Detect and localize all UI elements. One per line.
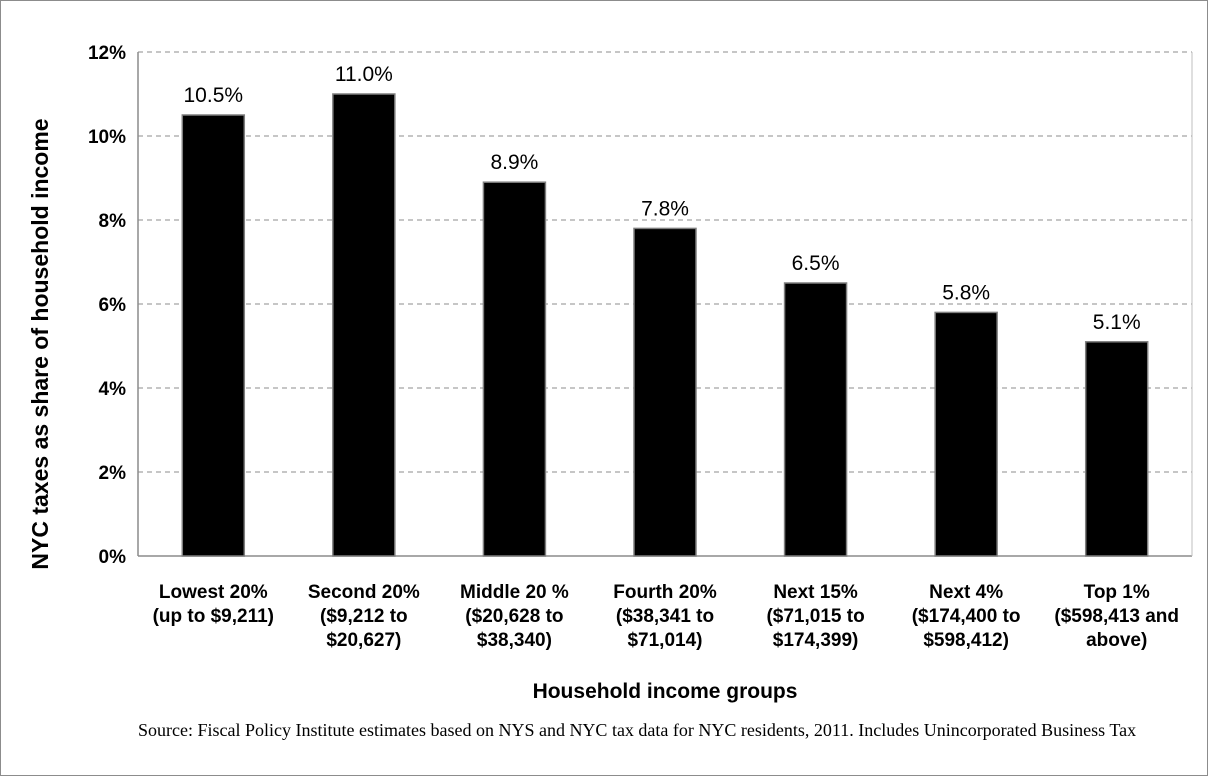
y-tick-label: 10% — [88, 127, 126, 148]
y-tick-label: 12% — [88, 43, 126, 64]
data-label: 10.5% — [184, 84, 244, 107]
bar — [934, 311, 998, 557]
x-tick-label: Next 4% ($174,400 to $598,412) — [912, 582, 1021, 651]
x-tick-label: Lowest 20% (up to $9,211) — [153, 582, 274, 627]
data-label: 5.8% — [942, 281, 990, 304]
data-label: 6.5% — [792, 252, 840, 275]
bar — [181, 114, 246, 557]
x-tick-label: Top 1% ($598,413 and above) — [1054, 582, 1179, 651]
x-tick-label: Middle 20 % ($20,628 to $38,340) — [460, 582, 569, 651]
y-tick-label: 2% — [99, 463, 127, 484]
y-tick-label: 8% — [99, 211, 127, 232]
bar — [482, 181, 547, 557]
bar-chart: 0% 2% 4% 6% 8% 10% 12% 10.5% Lowest 20% (up to $9… — [27, 43, 1193, 703]
x-tick-label: Fourth 20% ($38,341 to $71,014) — [613, 582, 717, 651]
data-label: 7.8% — [641, 197, 689, 220]
y-tick-label: 0% — [99, 547, 127, 568]
x-tick-label: Next 15% ($71,015 to $174,399) — [766, 582, 864, 651]
y-tick-label: 4% — [99, 379, 127, 400]
bar — [332, 93, 396, 557]
data-label: 5.1% — [1093, 311, 1141, 334]
source-note: Source: Fiscal Policy Institute estimate… — [138, 720, 1137, 740]
y-axis-title: NYC taxes as share of household income — [27, 118, 53, 569]
x-tick-label: Second 20% ($9,212 to $20,627) — [308, 582, 420, 651]
bar — [783, 282, 848, 557]
bar — [633, 227, 697, 557]
y-tick-label: 6% — [99, 295, 127, 316]
data-label: 8.9% — [490, 151, 538, 174]
bar — [1084, 341, 1149, 557]
data-label: 11.0% — [335, 63, 393, 86]
x-axis-title: Household income groups — [533, 680, 798, 703]
